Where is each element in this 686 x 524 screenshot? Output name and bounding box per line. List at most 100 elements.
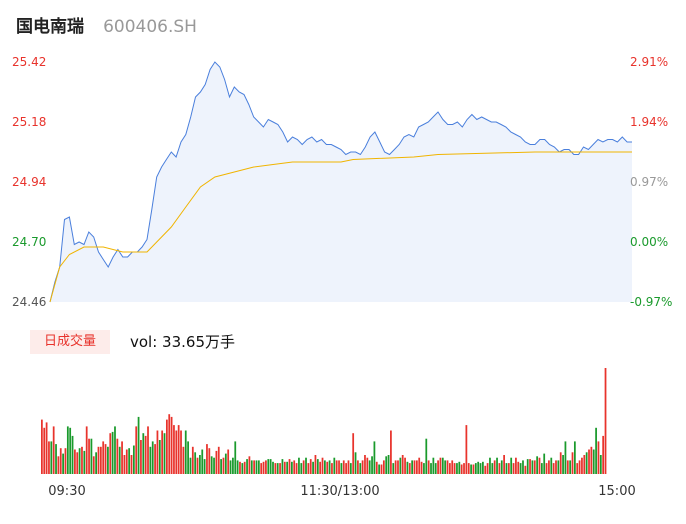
volume-bar bbox=[189, 457, 192, 474]
volume-bar bbox=[241, 463, 244, 474]
volume-bar bbox=[97, 446, 100, 474]
volume-bar bbox=[78, 448, 81, 474]
volume-bar bbox=[349, 463, 352, 474]
volume-bar bbox=[236, 460, 239, 474]
volume-bar bbox=[581, 457, 583, 474]
volume-bar bbox=[543, 453, 546, 474]
volume-bar bbox=[52, 426, 55, 474]
volume-bar bbox=[215, 450, 218, 474]
volume-bar bbox=[243, 461, 246, 474]
y-tick-left: 24.70 bbox=[12, 235, 46, 249]
volume-bar bbox=[81, 446, 83, 474]
volume-bar bbox=[456, 463, 458, 474]
volume-bar bbox=[255, 460, 258, 474]
volume-bar bbox=[335, 460, 338, 474]
volume-bar bbox=[345, 463, 347, 474]
title-row: 国电南瑞 600406.SH bbox=[16, 12, 197, 38]
volume-bar bbox=[156, 430, 159, 474]
volume-bar bbox=[401, 455, 404, 474]
volume-bar bbox=[373, 441, 376, 474]
volume-bar bbox=[463, 463, 465, 474]
volume-bar bbox=[460, 464, 463, 474]
volume-bar bbox=[267, 459, 270, 474]
volume-bar bbox=[224, 453, 227, 474]
volume-bar bbox=[430, 463, 432, 474]
volume-bar bbox=[184, 430, 187, 474]
volume-bar bbox=[41, 419, 43, 474]
volume-bar bbox=[324, 460, 326, 474]
volume-bar bbox=[295, 463, 298, 474]
volume-bar bbox=[170, 416, 173, 474]
volume-bar bbox=[283, 461, 286, 474]
volume-bar bbox=[50, 441, 53, 474]
price-panel bbox=[49, 61, 632, 303]
volume-bar bbox=[359, 463, 362, 474]
volume-bar bbox=[448, 463, 451, 474]
volume-bar bbox=[357, 460, 359, 474]
volume-bar bbox=[279, 463, 281, 474]
volume-bar bbox=[59, 448, 62, 474]
volume-bar bbox=[57, 456, 60, 474]
volume-bar bbox=[576, 463, 579, 474]
volume-bar bbox=[590, 446, 593, 474]
volume-bar bbox=[444, 460, 447, 474]
volume-bar bbox=[595, 427, 597, 474]
volume-bar bbox=[222, 457, 225, 474]
volume-bar bbox=[437, 460, 439, 474]
volume-bar bbox=[354, 452, 357, 474]
volume-bar bbox=[413, 460, 416, 474]
volume-bar bbox=[102, 441, 105, 474]
x-tick-label: 09:30 bbox=[48, 484, 85, 499]
volume-bar bbox=[569, 460, 572, 474]
volume-bar bbox=[573, 441, 576, 474]
volume-bar bbox=[118, 446, 121, 474]
volume-bar bbox=[545, 463, 548, 474]
volume-bar bbox=[45, 422, 48, 474]
volume-bar bbox=[364, 455, 366, 474]
price-area-fill bbox=[50, 62, 632, 302]
volume-bar bbox=[213, 457, 215, 474]
volume-bar bbox=[194, 452, 197, 474]
volume-bar bbox=[239, 461, 241, 474]
volume-bar bbox=[135, 426, 138, 474]
volume-bar bbox=[441, 457, 444, 474]
volume-bar bbox=[305, 457, 307, 474]
volume-bar bbox=[524, 465, 527, 474]
volume-bar bbox=[331, 463, 333, 474]
volume-bar bbox=[472, 464, 475, 474]
volume-bar bbox=[333, 457, 336, 474]
volume-bar bbox=[465, 425, 468, 474]
y-tick-left: 24.94 bbox=[12, 175, 46, 189]
volume-bar bbox=[309, 459, 312, 474]
volume-bar bbox=[107, 446, 109, 474]
volume-bar bbox=[564, 441, 567, 474]
volume-bar bbox=[253, 460, 256, 474]
volume-bar bbox=[498, 463, 501, 474]
volume-bar bbox=[229, 460, 232, 474]
volume-bar bbox=[199, 455, 201, 474]
volume-bar bbox=[404, 457, 406, 474]
volume-bar bbox=[144, 435, 147, 474]
volume-bar bbox=[298, 457, 300, 474]
volume-bar bbox=[566, 460, 569, 474]
volume-bar bbox=[92, 456, 95, 474]
volume-bar bbox=[378, 464, 380, 474]
volume-bar bbox=[397, 460, 399, 474]
y-tick-left: 25.18 bbox=[12, 115, 46, 129]
volume-bar bbox=[420, 461, 423, 474]
volume-bar bbox=[517, 461, 520, 474]
volume-bar bbox=[140, 440, 142, 474]
volume-bar bbox=[123, 455, 126, 474]
volume-bar bbox=[526, 459, 529, 474]
volume-bar bbox=[265, 460, 267, 474]
volume-bar bbox=[432, 457, 435, 474]
volume-bar bbox=[588, 449, 590, 474]
volume-bar bbox=[427, 460, 430, 474]
volume-bar bbox=[496, 457, 498, 474]
volume-bar bbox=[493, 460, 496, 474]
volume-tab[interactable]: 日成交量 bbox=[30, 330, 110, 354]
volume-bar bbox=[505, 463, 508, 474]
volume-bar bbox=[536, 456, 539, 474]
volume-bar bbox=[552, 463, 555, 474]
